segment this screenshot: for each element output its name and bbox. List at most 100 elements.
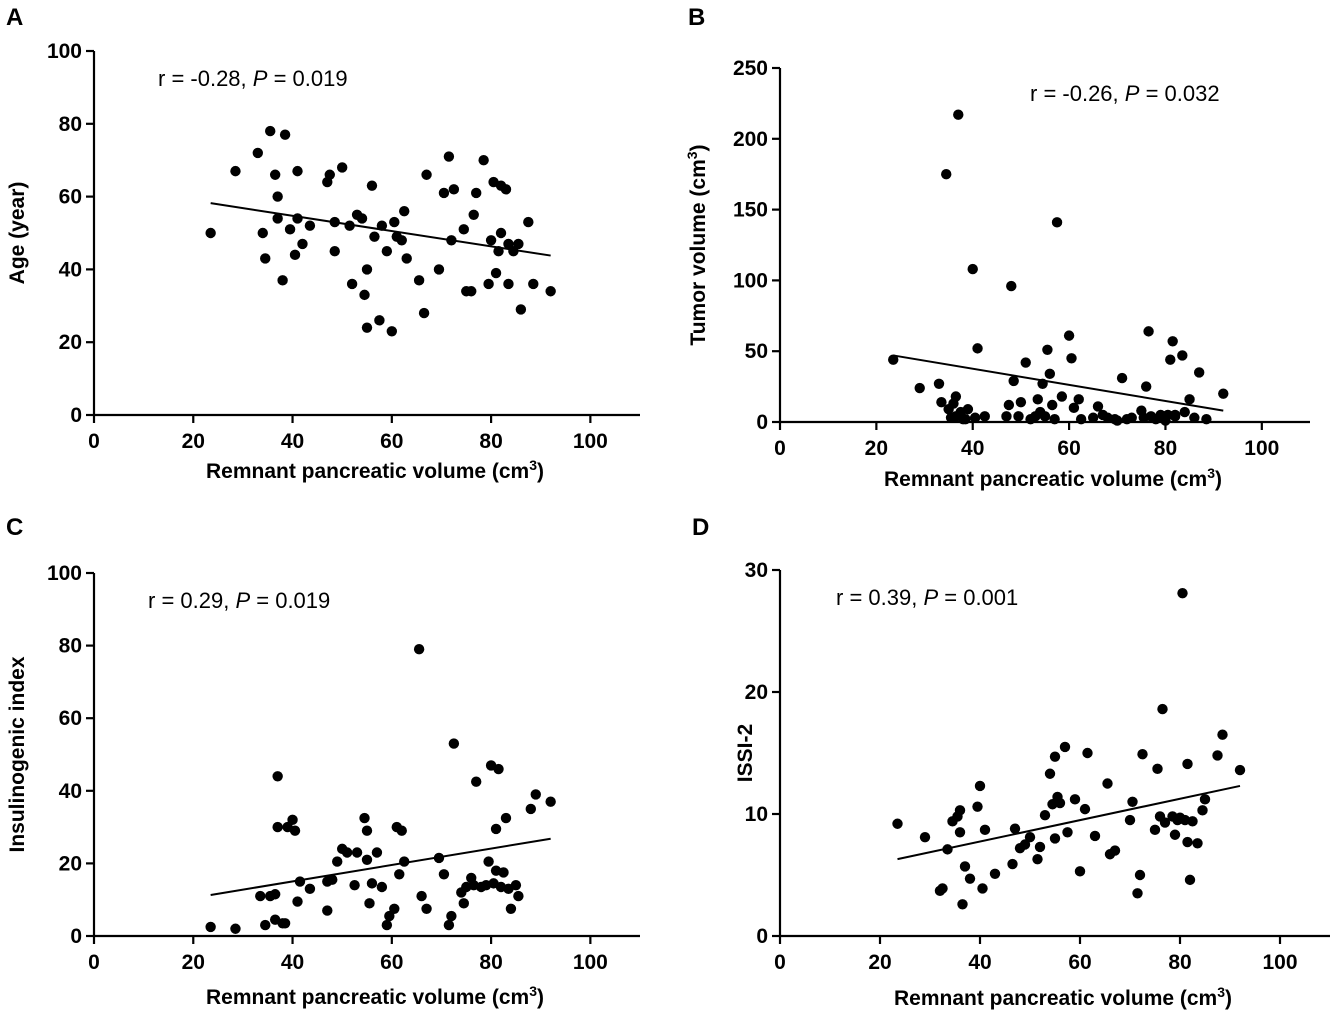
data-point-a <box>359 289 370 301</box>
data-point-d <box>964 873 976 884</box>
correlation-annotation-b: r = -0.26, P = 0.032 <box>1030 81 1220 106</box>
data-point-d <box>954 805 966 816</box>
data-point-c <box>443 919 455 931</box>
y-tick-label-c: 60 <box>59 707 82 730</box>
data-point-c <box>230 923 241 934</box>
data-point-c <box>364 898 375 909</box>
data-point-c <box>279 918 291 929</box>
data-point-a <box>438 187 450 199</box>
y-tick-label-d: 20 <box>745 681 768 704</box>
data-point-c <box>446 910 457 922</box>
data-point-b <box>914 382 925 394</box>
panel-b: B 0 20 40 60 80 100 0 50 100 150 200 250 Remnant panc… <box>684 4 1310 491</box>
data-point-b <box>1066 353 1077 364</box>
data-point-c <box>322 905 333 916</box>
data-point-b <box>1189 412 1200 423</box>
data-point-c <box>545 796 556 807</box>
y-tick-label-a: 40 <box>59 258 82 281</box>
data-point-d <box>1197 805 1208 816</box>
data-point-d <box>1149 824 1161 836</box>
data-point-c <box>498 867 509 878</box>
data-point-a <box>336 162 348 173</box>
data-point-a <box>399 205 410 217</box>
data-point-a <box>503 238 514 250</box>
data-point-c <box>292 896 303 907</box>
data-point-b <box>1049 413 1060 425</box>
data-point-b <box>1063 330 1075 341</box>
data-point-a <box>396 235 407 246</box>
data-point-b <box>1112 415 1123 426</box>
data-point-d <box>1019 839 1031 850</box>
panel-a: A 0 20 40 60 80 100 0 20 40 60 80 100 Remnant pancrea… <box>6 4 640 483</box>
data-point-b <box>1020 357 1031 368</box>
x-tick-label-a: 60 <box>380 430 403 453</box>
y-tick-label-b: 0 <box>756 411 768 434</box>
y-tick-label-d: 10 <box>745 803 768 826</box>
data-point-d <box>1134 869 1146 881</box>
data-point-c <box>371 847 383 858</box>
data-point-b <box>1006 280 1017 292</box>
y-tick-label-d: 0 <box>756 925 768 948</box>
data-point-a <box>376 220 388 231</box>
data-point-d <box>1039 810 1051 821</box>
data-point-d <box>989 868 1001 879</box>
data-point-d <box>959 861 971 872</box>
data-point-d <box>1184 874 1196 886</box>
data-point-c <box>433 852 445 864</box>
data-point-d <box>1059 741 1071 753</box>
data-point-b <box>1092 401 1104 412</box>
data-point-a <box>284 224 296 235</box>
data-point-a <box>490 267 502 279</box>
data-point-a <box>386 326 398 337</box>
data-point-b <box>1015 396 1027 408</box>
data-point-d <box>1217 729 1228 740</box>
data-point-a <box>297 238 308 250</box>
y-tick-label-b: 100 <box>733 269 768 292</box>
x-tick-label-b: 100 <box>1244 437 1279 460</box>
y-tick-label-a: 60 <box>59 186 82 209</box>
correlation-annotation-c: r = 0.29, P = 0.019 <box>148 588 330 613</box>
data-point-d <box>1127 796 1138 807</box>
x-tick-label-c: 20 <box>182 951 205 974</box>
data-point-d <box>1049 833 1061 844</box>
panel-letter-d: D <box>692 514 709 541</box>
x-tick-label-d: 20 <box>868 951 891 974</box>
data-point-b <box>1169 411 1181 422</box>
data-point-c <box>384 910 395 922</box>
data-point-a <box>230 165 241 177</box>
data-point-d <box>1212 750 1223 761</box>
y-tick-label-a: 100 <box>47 40 82 63</box>
data-point-b <box>1143 326 1154 337</box>
data-point-c <box>359 812 370 824</box>
data-point-b <box>1032 394 1043 405</box>
data-point-a <box>361 322 373 333</box>
data-point-b <box>1044 368 1056 380</box>
data-point-b <box>1001 411 1012 422</box>
data-point-a <box>292 165 303 177</box>
data-point-c <box>294 876 306 887</box>
data-point-d <box>957 899 968 910</box>
y-axis-title-b: Tumor volume (cm3) <box>684 144 710 345</box>
data-point-b <box>1003 399 1015 411</box>
data-point-b <box>1073 394 1084 405</box>
data-point-a <box>374 315 385 326</box>
data-point-c <box>399 856 410 867</box>
data-point-b <box>953 109 964 120</box>
data-point-c <box>287 814 298 826</box>
data-point-a <box>493 246 504 257</box>
data-point-c <box>500 812 512 824</box>
data-point-a <box>369 231 380 242</box>
data-point-c <box>493 763 504 775</box>
data-point-b <box>1087 412 1099 423</box>
data-point-d <box>1079 803 1091 815</box>
x-tick-label-c: 60 <box>380 951 403 974</box>
x-tick-label-a: 40 <box>281 430 304 453</box>
y-tick-label-b: 150 <box>733 199 768 222</box>
data-point-d <box>1049 751 1061 762</box>
data-point-d <box>1234 764 1246 776</box>
panel-letter-c: C <box>6 514 23 541</box>
y-tick-label-c: 100 <box>47 562 82 585</box>
data-point-a <box>513 238 524 250</box>
data-point-d <box>954 827 966 838</box>
